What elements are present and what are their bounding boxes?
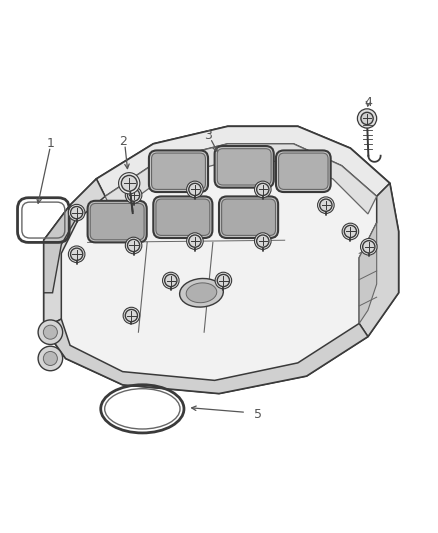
Polygon shape bbox=[359, 223, 377, 324]
FancyBboxPatch shape bbox=[215, 146, 274, 188]
Circle shape bbox=[187, 233, 203, 249]
Circle shape bbox=[125, 237, 142, 254]
Circle shape bbox=[43, 351, 57, 366]
Circle shape bbox=[187, 181, 203, 198]
Circle shape bbox=[125, 187, 142, 204]
Polygon shape bbox=[96, 126, 390, 197]
FancyBboxPatch shape bbox=[153, 197, 212, 238]
Text: 3: 3 bbox=[204, 128, 212, 142]
FancyBboxPatch shape bbox=[149, 150, 208, 192]
Ellipse shape bbox=[180, 278, 223, 307]
FancyBboxPatch shape bbox=[88, 201, 147, 243]
Polygon shape bbox=[44, 126, 399, 393]
Circle shape bbox=[320, 199, 332, 211]
Circle shape bbox=[189, 183, 201, 196]
FancyBboxPatch shape bbox=[156, 199, 210, 236]
FancyBboxPatch shape bbox=[217, 149, 271, 185]
Circle shape bbox=[38, 346, 63, 371]
FancyBboxPatch shape bbox=[276, 150, 331, 192]
FancyBboxPatch shape bbox=[152, 153, 205, 189]
Circle shape bbox=[257, 183, 269, 196]
Polygon shape bbox=[359, 183, 399, 336]
Text: 5: 5 bbox=[254, 408, 262, 421]
FancyBboxPatch shape bbox=[222, 199, 276, 236]
Ellipse shape bbox=[186, 283, 217, 303]
Circle shape bbox=[257, 235, 269, 247]
Text: 2: 2 bbox=[119, 135, 127, 148]
Circle shape bbox=[215, 272, 232, 289]
Circle shape bbox=[318, 197, 334, 213]
Circle shape bbox=[71, 248, 83, 260]
Circle shape bbox=[127, 239, 140, 252]
Circle shape bbox=[123, 308, 140, 324]
Circle shape bbox=[119, 173, 140, 194]
Circle shape bbox=[254, 233, 271, 249]
Circle shape bbox=[360, 238, 377, 255]
Circle shape bbox=[127, 189, 140, 201]
Circle shape bbox=[43, 325, 57, 339]
Circle shape bbox=[68, 204, 85, 221]
Circle shape bbox=[165, 274, 177, 287]
Text: 1: 1 bbox=[46, 138, 54, 150]
FancyBboxPatch shape bbox=[90, 204, 144, 240]
Circle shape bbox=[38, 320, 63, 344]
Circle shape bbox=[344, 225, 357, 238]
Polygon shape bbox=[44, 319, 368, 393]
Circle shape bbox=[125, 310, 138, 322]
Circle shape bbox=[162, 272, 179, 289]
Polygon shape bbox=[44, 179, 105, 328]
Circle shape bbox=[68, 246, 85, 263]
Circle shape bbox=[121, 175, 137, 191]
Circle shape bbox=[361, 112, 373, 125]
Circle shape bbox=[71, 206, 83, 219]
FancyBboxPatch shape bbox=[219, 197, 278, 238]
Polygon shape bbox=[105, 144, 377, 214]
Text: 4: 4 bbox=[364, 96, 372, 109]
Polygon shape bbox=[44, 205, 79, 293]
Circle shape bbox=[363, 241, 375, 253]
Circle shape bbox=[217, 274, 230, 287]
FancyBboxPatch shape bbox=[279, 153, 328, 189]
Circle shape bbox=[189, 235, 201, 247]
Circle shape bbox=[357, 109, 377, 128]
Circle shape bbox=[342, 223, 359, 240]
Circle shape bbox=[254, 181, 271, 198]
